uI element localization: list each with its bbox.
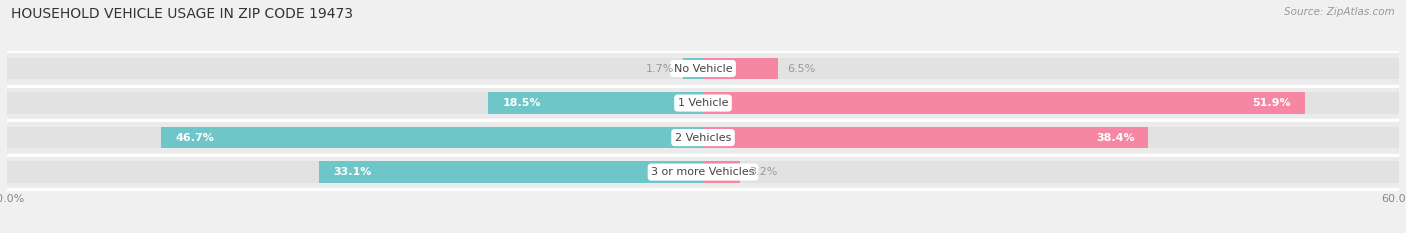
Bar <box>7 127 703 148</box>
Text: 46.7%: 46.7% <box>176 133 214 143</box>
Bar <box>703 58 1399 79</box>
Text: 51.9%: 51.9% <box>1253 98 1291 108</box>
Bar <box>7 157 1399 187</box>
Bar <box>488 92 703 114</box>
Bar <box>7 92 703 114</box>
Text: No Vehicle: No Vehicle <box>673 64 733 74</box>
Bar <box>319 161 703 183</box>
Bar <box>703 127 1399 148</box>
Text: 1 Vehicle: 1 Vehicle <box>678 98 728 108</box>
Bar <box>703 92 1399 114</box>
Text: 3.2%: 3.2% <box>749 167 778 177</box>
Bar <box>703 127 1149 148</box>
Text: 3 or more Vehicles: 3 or more Vehicles <box>651 167 755 177</box>
Bar <box>7 161 703 183</box>
Bar <box>703 58 779 79</box>
Text: 33.1%: 33.1% <box>333 167 371 177</box>
Text: Source: ZipAtlas.com: Source: ZipAtlas.com <box>1284 7 1395 17</box>
Bar <box>7 88 1399 118</box>
Bar <box>703 92 1305 114</box>
Bar <box>7 58 703 79</box>
Text: HOUSEHOLD VEHICLE USAGE IN ZIP CODE 19473: HOUSEHOLD VEHICLE USAGE IN ZIP CODE 1947… <box>11 7 353 21</box>
Text: 38.4%: 38.4% <box>1095 133 1135 143</box>
Bar <box>683 58 703 79</box>
Bar <box>703 161 740 183</box>
Text: 6.5%: 6.5% <box>787 64 815 74</box>
Bar <box>162 127 703 148</box>
Bar <box>703 161 1399 183</box>
Bar <box>7 122 1399 153</box>
Text: 2 Vehicles: 2 Vehicles <box>675 133 731 143</box>
Bar <box>7 53 1399 84</box>
Text: 18.5%: 18.5% <box>502 98 541 108</box>
Text: 1.7%: 1.7% <box>645 64 673 74</box>
